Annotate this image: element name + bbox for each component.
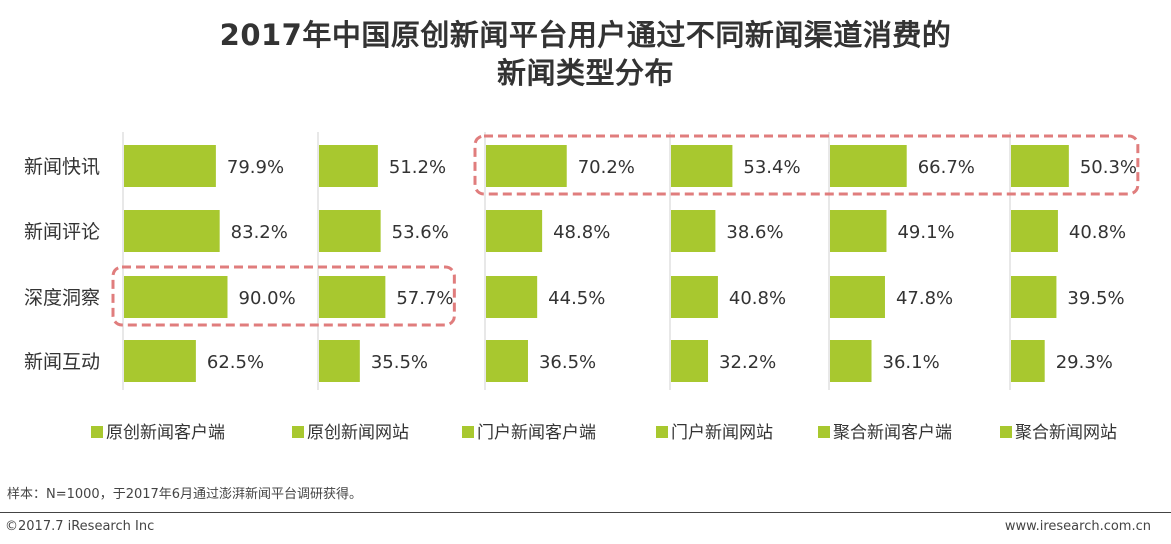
category-label: 深度洞察 [24, 287, 100, 309]
bar-value-label: 90.0% [239, 288, 296, 309]
bar-value-label: 36.5% [539, 352, 596, 373]
bar-value-label: 36.1% [883, 352, 940, 373]
legend-label: 原创新闻客户端 [106, 423, 225, 443]
bar [830, 210, 887, 252]
bar [1011, 340, 1045, 382]
category-label: 新闻快讯 [24, 156, 100, 178]
bar-value-label: 38.6% [726, 222, 783, 243]
bar-value-label: 66.7% [918, 157, 975, 178]
bar [486, 145, 567, 187]
bar-value-label: 83.2% [231, 222, 288, 243]
legend-label: 原创新闻网站 [307, 423, 409, 443]
legend-swatch [91, 426, 103, 438]
bar [1011, 145, 1069, 187]
highlight-box [111, 265, 456, 327]
bar-value-label: 79.9% [227, 157, 284, 178]
category-label: 新闻评论 [24, 221, 100, 243]
bar-value-label: 47.8% [896, 288, 953, 309]
bar [486, 210, 543, 252]
bar [830, 276, 885, 318]
bar [124, 276, 228, 318]
bar [671, 340, 709, 382]
bar [124, 145, 216, 187]
bar-value-label: 35.5% [371, 352, 428, 373]
bar-value-label: 70.2% [578, 157, 635, 178]
bar [319, 340, 360, 382]
bar [319, 145, 378, 187]
bar-value-label: 62.5% [207, 352, 264, 373]
bar [319, 276, 386, 318]
chart-title-line-2: 新闻类型分布 [496, 56, 674, 90]
chart-title-line-1: 2017年中国原创新闻平台用户通过不同新闻渠道消费的 [219, 18, 952, 52]
legend-swatch [656, 426, 668, 438]
bar [124, 210, 220, 252]
highlight-box [473, 134, 1140, 196]
bar [830, 340, 872, 382]
bar-value-label: 53.4% [743, 157, 800, 178]
bar-value-label: 53.6% [392, 222, 449, 243]
legend-label: 门户新闻网站 [671, 423, 773, 443]
bar [671, 276, 718, 318]
website-url: www.iresearch.com.cn [1004, 519, 1151, 534]
legend-swatch [462, 426, 474, 438]
bar-value-label: 40.8% [1069, 222, 1126, 243]
legend-label: 聚合新闻网站 [1015, 423, 1117, 443]
bar-value-label: 39.5% [1067, 288, 1124, 309]
bar [671, 145, 733, 187]
copyright-text: ©2017.7 iResearch Inc [5, 519, 155, 534]
category-label: 新闻互动 [24, 351, 100, 373]
bar-value-label: 48.8% [553, 222, 610, 243]
footer-divider [0, 512, 1171, 513]
bar-value-label: 51.2% [389, 157, 446, 178]
bar [486, 276, 538, 318]
bar [1011, 276, 1057, 318]
bar-value-label: 32.2% [719, 352, 776, 373]
legend-swatch [818, 426, 830, 438]
bar-value-label: 57.7% [396, 288, 453, 309]
legend-swatch [1000, 426, 1012, 438]
bar [830, 145, 907, 187]
legend-swatch [292, 426, 304, 438]
legend-label: 门户新闻客户端 [477, 423, 596, 443]
bar-value-label: 49.1% [897, 222, 954, 243]
bar [124, 340, 196, 382]
legend-label: 聚合新闻客户端 [833, 423, 952, 443]
sample-note: 样本：N=1000，于2017年6月通过澎湃新闻平台调研获得。 [7, 487, 363, 502]
bar-value-label: 29.3% [1056, 352, 1113, 373]
bar-value-label: 50.3% [1080, 157, 1137, 178]
bar-value-label: 44.5% [548, 288, 605, 309]
bar [671, 210, 716, 252]
bar [319, 210, 381, 252]
bar-value-label: 40.8% [729, 288, 786, 309]
bar [1011, 210, 1058, 252]
bar [486, 340, 528, 382]
